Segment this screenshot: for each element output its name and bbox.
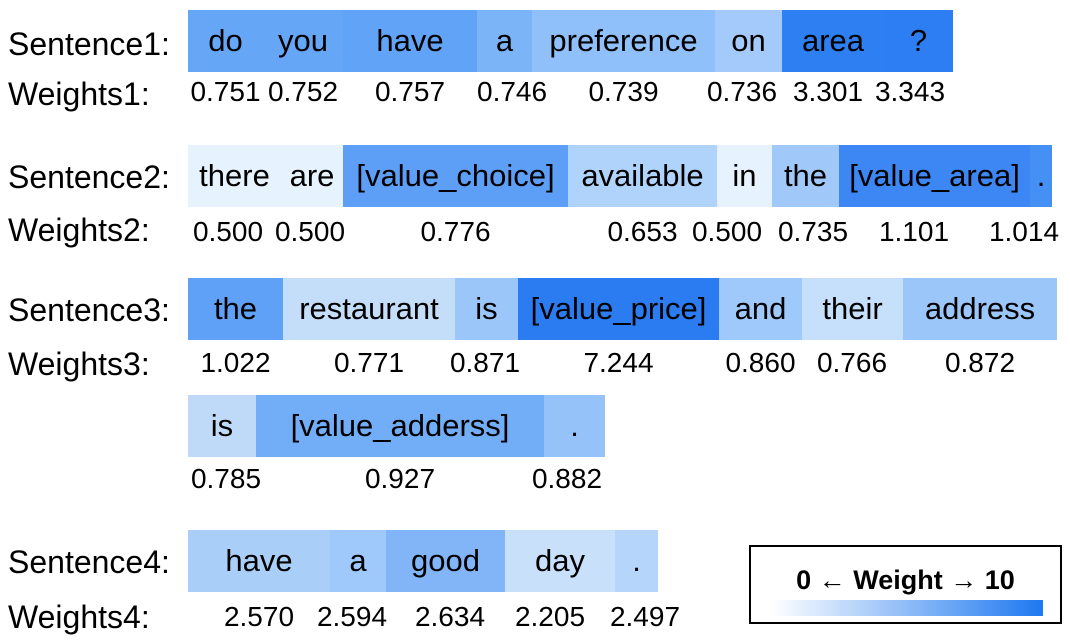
sentence3-weight: 1.022 [200,347,271,378]
weights4-label: Weights4: [8,599,150,635]
sentence4-label: Sentence4: [8,544,170,580]
sentence3-weight: 0.860 [725,347,796,378]
sentence4-weight: 2.594 [316,601,388,632]
weights1-label: Weights1: [8,76,150,112]
sentence3-token: is [188,395,256,457]
sentence2-weight: 0.776 [420,216,491,247]
sentence4-weight: 2.570 [223,601,295,632]
sentence4-weight: 2.634 [414,601,486,632]
sentence1-weight: 3.343 [874,76,946,107]
sentence3-weight: 0.927 [364,463,436,494]
weight-legend: 0 ← Weight → 10 [749,545,1062,624]
right-arrow-icon: → [950,565,978,595]
legend-gradient-bar [771,600,1043,616]
sentence2-token: [value_area] [839,145,1030,207]
legend-label: Weight [853,565,943,595]
sentence1-weight: 0.736 [706,76,778,107]
sentence2-weight: 0.500 [192,216,264,247]
sentence4-token: a [330,530,386,592]
sentence3-weight: 0.871 [449,347,521,378]
sentence1-token: a [477,10,532,72]
sentence2-token: available [568,145,717,207]
sentence1-label: Sentence1: [8,26,170,62]
sentence2-token: . [1030,145,1052,207]
legend-title: 0 ← Weight → 10 [751,565,1060,596]
sentence3-weight: 0.872 [944,347,1016,378]
sentence2-weight: 0.735 [777,216,849,247]
sentence1-weight: 0.751 [190,76,261,107]
sentence1-token: ? [884,10,953,72]
sentence3-token: restaurant [283,278,455,340]
sentence3-token: . [544,395,605,457]
sentence4-weight: 2.205 [514,601,586,632]
sentence4-token: good [386,530,505,592]
sentence2-weight: 1.014 [988,216,1060,247]
sentence4-weight: 2.497 [609,601,681,632]
sentence1-token: area [782,10,884,72]
sentence1-weight: 0.752 [267,76,339,107]
sentence1-weight: 0.746 [477,76,548,107]
sentence3-weight: 7.244 [583,347,654,378]
sentence3-token: and [719,278,802,340]
sentence2-token: are [281,145,343,207]
weights3-label: Weights3: [8,346,150,382]
sentence2-token: in [717,145,772,207]
sentence3-weight: 0.785 [190,463,262,494]
sentence1-token: you [263,10,343,72]
left-arrow-icon: ← [818,565,846,595]
sentence2-token: there [188,145,281,207]
sentence3-label: Sentence3: [8,292,170,328]
sentence1-token: on [715,10,782,72]
sentence3-weight: 0.766 [816,347,888,378]
sentence1-token: do [188,10,263,72]
legend-max-value: 10 [984,565,1015,595]
sentence2-weight: 0.500 [691,216,763,247]
sentence2-label: Sentence2: [8,159,170,195]
sentence2-token: the [772,145,839,207]
sentence3-token: [value_adderss] [256,395,544,457]
sentence2-token: [value_choice] [343,145,568,207]
sentence4-token: . [615,530,658,592]
sentence4-token: have [188,530,330,592]
sentence3-token: is [455,278,518,340]
sentence3-weight: 0.882 [531,463,603,494]
sentence1-weight: 0.757 [374,76,446,107]
sentence1-weight: 3.301 [792,76,864,107]
sentence3-token: the [188,278,283,340]
sentence2-weight: 0.500 [274,216,346,247]
sentence2-weight: 0.653 [607,216,678,247]
sentence3-token: their [802,278,903,340]
sentence3-token: [value_price] [518,278,719,340]
sentence1-token: have [343,10,477,72]
sentence1-token: preference [532,10,715,72]
weights2-label: Weights2: [8,212,150,248]
legend-min-value: 0 [796,565,812,595]
sentence1-weight: 0.739 [588,76,659,107]
sentence4-token: day [505,530,615,592]
sentence3-weight: 0.771 [333,347,405,378]
sentence3-token: address [903,278,1057,340]
sentence2-weight: 1.101 [878,216,950,247]
